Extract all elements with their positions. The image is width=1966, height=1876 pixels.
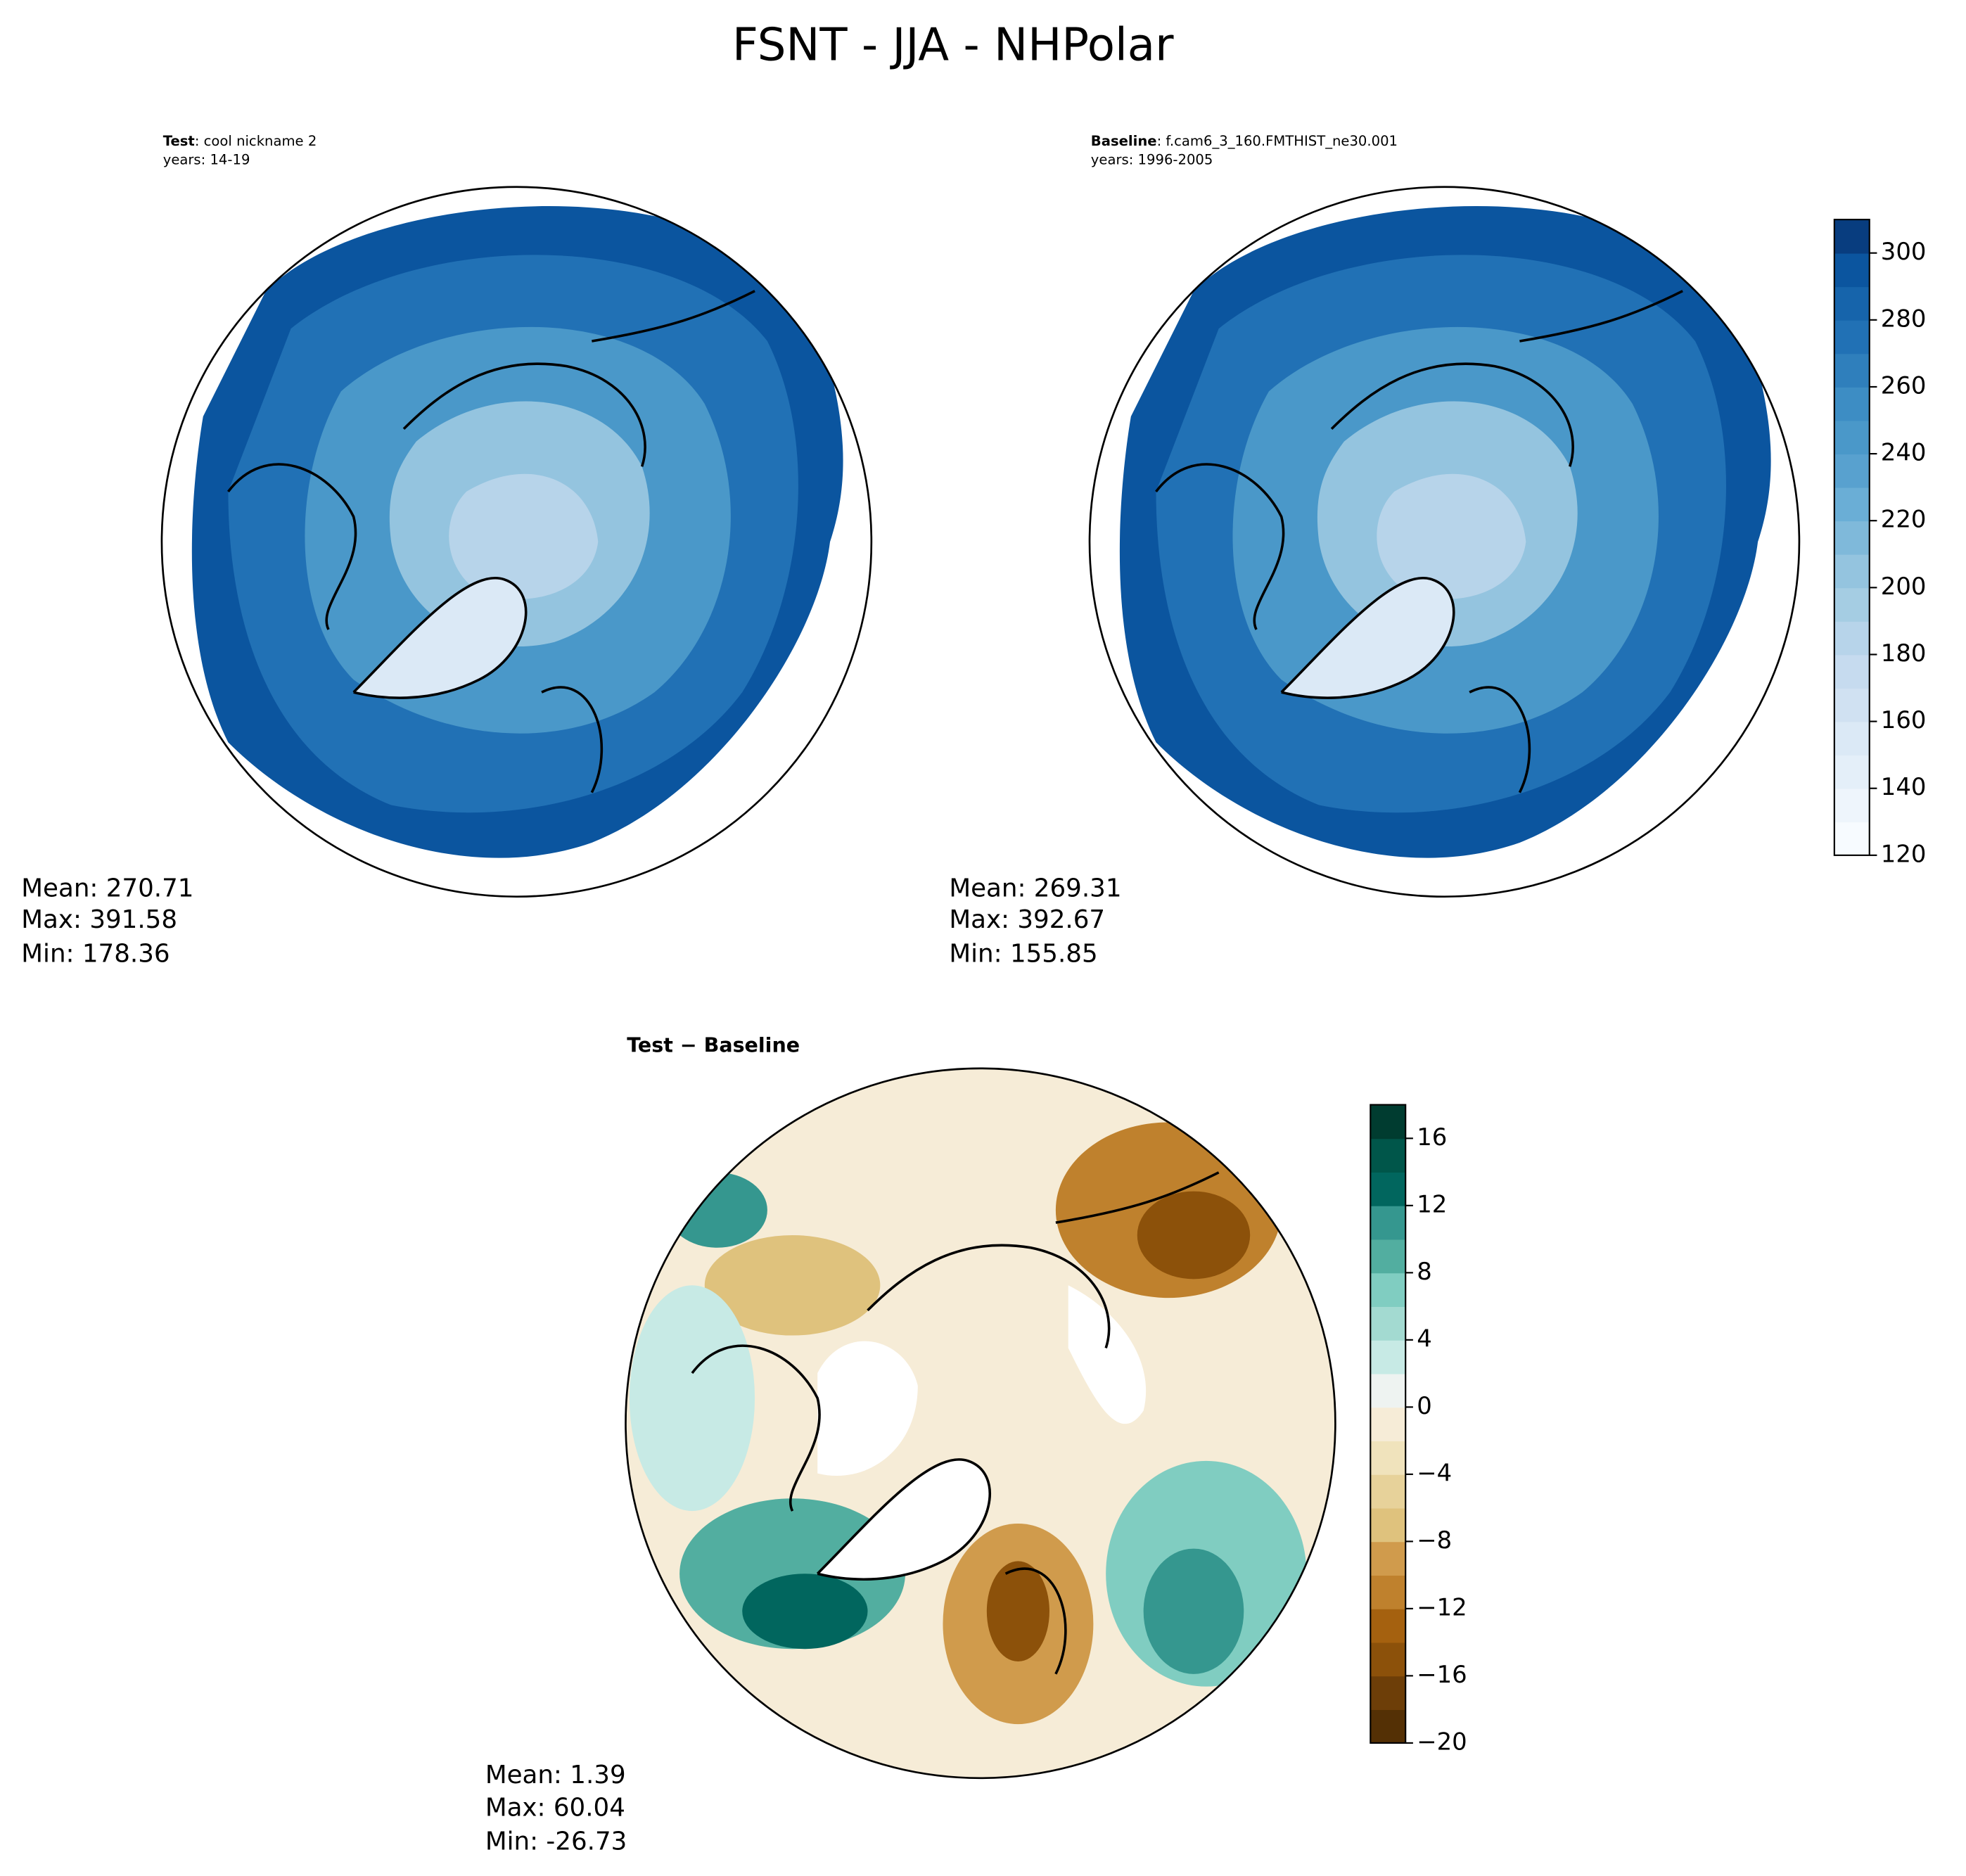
colorbar-band — [1370, 1608, 1406, 1643]
colorbar-tick-label: 220 — [1881, 506, 1927, 533]
colorbar-tick-label: 280 — [1881, 305, 1927, 332]
colorbar-tick-label: −4 — [1417, 1459, 1452, 1486]
colorbar-tick-label: −20 — [1417, 1728, 1467, 1755]
colorbar-band — [1834, 521, 1870, 555]
colorbar-tick-label: 260 — [1881, 371, 1927, 399]
colorbar-band — [1834, 721, 1870, 756]
colorbar-tick-label: −8 — [1417, 1526, 1452, 1554]
panel-title-rest: : cool nickname 2 — [195, 133, 317, 149]
colorbar-band — [1834, 386, 1870, 421]
colorbar-band — [1370, 1138, 1406, 1173]
colorbar-band — [1370, 1407, 1406, 1441]
colorbar-band — [1370, 1507, 1406, 1543]
panel-title: Test − Baseline — [627, 1034, 800, 1057]
panel-years: years: 1996-2005 — [1091, 152, 1213, 168]
colorbar-band — [1834, 286, 1870, 321]
colorbar-band — [1834, 454, 1870, 488]
colorbar-tick-label: 200 — [1881, 573, 1927, 600]
colorbar-band — [1370, 1676, 1406, 1711]
stat: Min: -26.73 — [485, 1827, 627, 1856]
stat: Min: 155.85 — [949, 939, 1097, 968]
colorbar-band — [1834, 253, 1870, 288]
colorbar-tick-label: 180 — [1881, 639, 1927, 667]
map-baseline — [1090, 187, 1799, 897]
colorbar-band — [1370, 1373, 1406, 1408]
colorbar-tick-label: 8 — [1417, 1258, 1432, 1285]
colorbar-band — [1370, 1172, 1406, 1206]
colorbar-band — [1834, 654, 1870, 689]
colorbar-frame — [1370, 1104, 1407, 1744]
colorbar-band — [1370, 1306, 1406, 1341]
colorbar-tick-label: 120 — [1881, 840, 1927, 867]
colorbar-tick-label: 160 — [1881, 706, 1927, 734]
stat: Mean: 269.31 — [949, 874, 1121, 903]
map-difference — [625, 1067, 1336, 1780]
colorbar-band — [1370, 1642, 1406, 1677]
colorbar-tick-label: 240 — [1881, 439, 1927, 466]
stat: Mean: 1.39 — [485, 1761, 626, 1789]
colorbar-band — [1834, 788, 1870, 823]
colorbar-band — [1370, 1205, 1406, 1240]
colorbar-band — [1370, 1239, 1406, 1274]
colorbar-tick-label: 16 — [1417, 1123, 1447, 1151]
colorbar-band — [1370, 1441, 1406, 1475]
colorbar-tick-label: 12 — [1417, 1190, 1447, 1218]
panel-years: years: 14-19 — [163, 152, 250, 168]
colorbar-frame — [1833, 219, 1870, 856]
figure-title: FSNT - JJA - NHPolar — [732, 19, 1174, 72]
colorbar-tick-label: 300 — [1881, 238, 1927, 265]
colorbar-band — [1834, 219, 1870, 254]
panel-title-rest: : f.cam6_3_160.FMTHIST_ne30.001 — [1157, 133, 1398, 149]
colorbar-tick-label: 0 — [1417, 1392, 1432, 1419]
colorbar-tick-label: 4 — [1417, 1325, 1432, 1352]
stat: Min: 178.36 — [21, 939, 170, 968]
colorbar-band — [1834, 755, 1870, 789]
colorbar-tick-label: 140 — [1881, 773, 1927, 800]
stat: Mean: 270.71 — [21, 874, 193, 903]
colorbar-tick-label: −12 — [1417, 1593, 1467, 1621]
colorbar-band — [1370, 1272, 1406, 1307]
colorbar-band — [1370, 1104, 1406, 1140]
stat: Max: 392.67 — [949, 905, 1105, 934]
colorbar-band — [1834, 587, 1870, 622]
panel-title-bold: Baseline — [1091, 133, 1157, 149]
colorbar-band — [1834, 353, 1870, 388]
panel-title-bold: Test — [163, 133, 195, 149]
colorbar-band — [1370, 1709, 1406, 1744]
panel-title: Test: cool nickname 2 — [163, 133, 317, 149]
colorbar-band — [1834, 420, 1870, 454]
stat: Max: 391.58 — [21, 905, 177, 934]
colorbar-band — [1834, 822, 1870, 856]
colorbar-band — [1834, 620, 1870, 656]
panel-title: Baseline: f.cam6_3_160.FMTHIST_ne30.001 — [1091, 133, 1398, 149]
colorbar-band — [1834, 487, 1870, 522]
colorbar-tick-label: −16 — [1417, 1661, 1467, 1688]
colorbar-band — [1834, 319, 1870, 355]
stat: Max: 60.04 — [485, 1793, 625, 1822]
colorbar-band — [1370, 1339, 1406, 1374]
colorbar-band — [1834, 554, 1870, 589]
map-test — [162, 187, 872, 897]
colorbar-band — [1370, 1541, 1406, 1576]
colorbar-band — [1370, 1575, 1406, 1609]
colorbar-band — [1834, 688, 1870, 722]
colorbar-band — [1370, 1474, 1406, 1509]
